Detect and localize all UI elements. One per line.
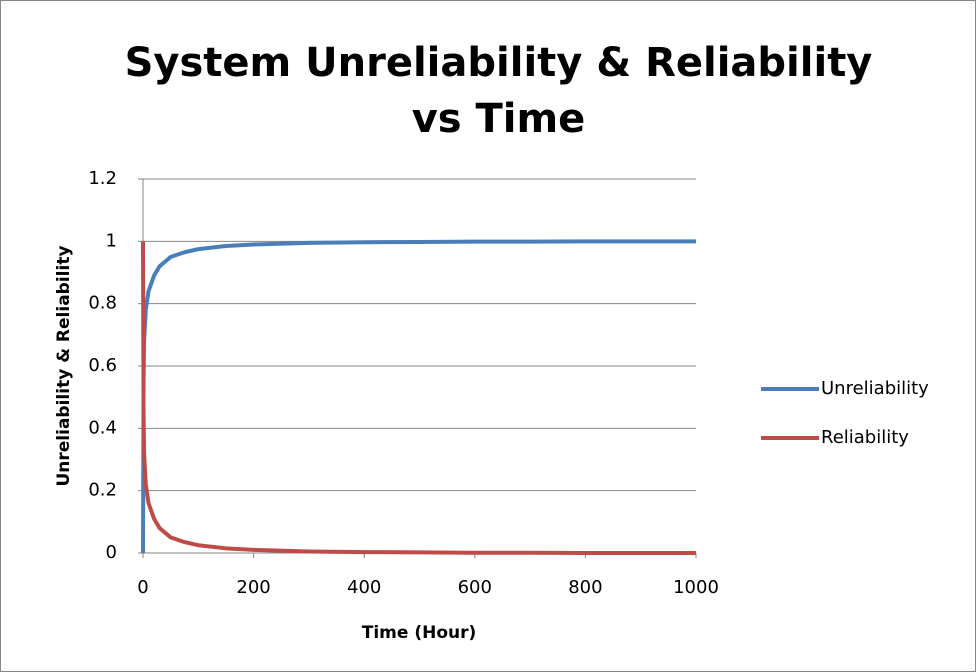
y-tick-label: 0 bbox=[106, 542, 117, 563]
x-axis-title: Time (Hour) bbox=[362, 623, 477, 643]
y-tick-label: 1 bbox=[106, 230, 117, 251]
x-tick-label: 600 bbox=[458, 577, 492, 598]
y-tick-label: 0.8 bbox=[88, 293, 117, 314]
y-axis-title: Unreliability & Reliability bbox=[54, 245, 74, 486]
series-line bbox=[141, 239, 696, 554]
y-tick-label: 0.4 bbox=[88, 417, 117, 438]
y-tick-label: 0.6 bbox=[88, 355, 117, 376]
legend-label: Reliability bbox=[821, 427, 909, 448]
y-tick-label: 1.2 bbox=[88, 168, 117, 189]
x-tick-label: 0 bbox=[137, 577, 148, 598]
x-tick-label: 800 bbox=[568, 577, 602, 598]
series-line bbox=[141, 241, 696, 555]
chart-title: System Unreliability & Reliability vs Ti… bbox=[124, 40, 873, 142]
x-tick-label: 400 bbox=[347, 577, 381, 598]
y-tick-label: 0.2 bbox=[88, 480, 117, 501]
x-tick-label: 1000 bbox=[673, 577, 719, 598]
legend-label: Unreliability bbox=[821, 378, 929, 399]
x-tick-label: 200 bbox=[236, 577, 270, 598]
